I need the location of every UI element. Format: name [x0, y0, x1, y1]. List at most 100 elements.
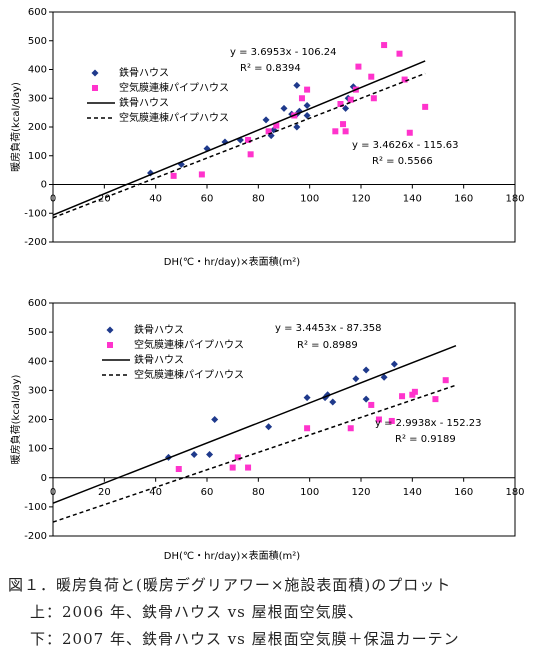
x-tick-label: 120	[351, 194, 370, 205]
legend-label: 空気膜連棟パイプハウス	[134, 338, 244, 351]
y-tick-label: 500	[28, 36, 47, 47]
legend-marker	[107, 342, 113, 348]
point	[234, 454, 241, 461]
point	[340, 121, 347, 128]
x-tick-label: 140	[403, 194, 422, 205]
point	[396, 50, 403, 57]
caption-line: 上：2006 年、鉄骨ハウス vs 屋根面空気膜、	[30, 603, 364, 621]
point	[368, 73, 375, 80]
x-tick-label: 160	[454, 194, 473, 205]
annotation: y = 3.4453x - 87.358	[275, 323, 382, 334]
point	[390, 360, 398, 368]
x-tick-label: 100	[300, 487, 319, 498]
x-tick-label: 100	[300, 194, 319, 205]
y-tick-label: 600	[28, 298, 47, 309]
point	[190, 450, 198, 458]
point	[422, 103, 429, 110]
x-tick-label: 60	[201, 194, 214, 205]
annotation: R² = 0.8989	[297, 340, 358, 351]
x-tick-label: 160	[454, 487, 473, 498]
point	[329, 398, 337, 406]
point	[293, 81, 301, 89]
point	[411, 388, 418, 395]
point	[381, 42, 388, 49]
y-tick-label: 400	[28, 356, 47, 367]
point	[304, 425, 311, 432]
point	[362, 366, 370, 374]
y-tick-label: 300	[28, 93, 47, 104]
legend-label: 鉄骨ハウス	[119, 66, 169, 79]
trend-line	[52, 344, 457, 504]
point	[380, 373, 388, 381]
point	[293, 123, 301, 131]
point	[247, 151, 254, 158]
legend-label: 鉄骨ハウス	[119, 96, 169, 109]
y-tick-label: 400	[28, 65, 47, 76]
point	[368, 401, 375, 408]
y-tick-label: 500	[28, 327, 47, 338]
x-tick-label: 60	[201, 487, 214, 498]
y-tick-label: 300	[28, 385, 47, 396]
point	[170, 172, 177, 179]
legend-label: 空気膜連棟パイプハウス	[134, 368, 244, 381]
point	[347, 425, 354, 432]
point	[265, 423, 273, 431]
x-tick-label: 180	[505, 487, 524, 498]
legend-label: 鉄骨ハウス	[134, 323, 184, 336]
x-tick-label: 0	[50, 194, 56, 205]
y-tick-label: -100	[24, 502, 47, 513]
x-axis-label: DH(℃・hr/day)×表面積(m²)	[164, 549, 300, 562]
annotation: y = 2.9938x - 152.23	[375, 418, 482, 429]
x-tick-label: 180	[505, 194, 524, 205]
point	[229, 464, 236, 471]
caption: 図１．暖房負荷と(暖房デグリアワー×施設表面積)のプロット 上：2006 年、鉄…	[0, 572, 537, 653]
point	[245, 464, 252, 471]
y-tick-label: 0	[41, 180, 47, 191]
point	[332, 128, 339, 135]
caption-line: 下：2007 年、鉄骨ハウス vs 屋根面空気膜＋保温カーテン	[30, 630, 460, 648]
x-tick-label: 80	[252, 194, 265, 205]
point	[211, 416, 219, 423]
point	[370, 95, 377, 102]
x-axis-label: DH(℃・hr/day)×表面積(m²)	[164, 255, 300, 268]
trend-line	[52, 60, 426, 216]
y-tick-label: -200	[24, 531, 47, 542]
x-tick-label: 120	[351, 487, 370, 498]
point	[303, 112, 311, 119]
y-axis-label: 暖房負荷(kcal/day)	[9, 82, 22, 172]
point	[280, 104, 288, 112]
y-tick-label: 600	[28, 7, 47, 18]
point	[342, 128, 349, 135]
point	[337, 101, 344, 107]
legend-label: 鉄骨ハウス	[134, 353, 184, 366]
point	[298, 95, 305, 102]
point	[303, 101, 311, 109]
legend-marker	[106, 326, 114, 334]
annotation: R² = 0.9189	[395, 434, 456, 445]
legend-label: 空気膜連棟パイプハウス	[119, 111, 229, 124]
point	[388, 417, 395, 424]
y-tick-label: 200	[28, 415, 47, 426]
x-tick-label: 140	[403, 487, 422, 498]
x-tick-label: 20	[98, 194, 111, 205]
point	[399, 393, 406, 400]
y-axis-label: 暖房負荷(kcal/day)	[9, 375, 22, 465]
point	[304, 86, 311, 93]
point	[401, 76, 408, 83]
point	[342, 104, 350, 112]
point	[352, 375, 360, 383]
annotation: y = 3.4626x - 115.63	[352, 140, 459, 151]
point	[303, 394, 311, 402]
y-tick-label: 200	[28, 122, 47, 133]
x-tick-label: 20	[98, 487, 111, 498]
annotation: R² = 0.8394	[240, 63, 301, 74]
caption-line: 図１．暖房負荷と(暖房デグリアワー×施設表面積)のプロット	[8, 576, 452, 594]
legend-marker	[91, 69, 99, 77]
trend-line	[52, 384, 457, 523]
point	[198, 171, 205, 178]
y-tick-label: -100	[24, 208, 47, 219]
y-tick-label: 100	[28, 151, 47, 162]
point	[265, 128, 272, 135]
annotation: y = 3.6953x - 106.24	[230, 47, 337, 58]
